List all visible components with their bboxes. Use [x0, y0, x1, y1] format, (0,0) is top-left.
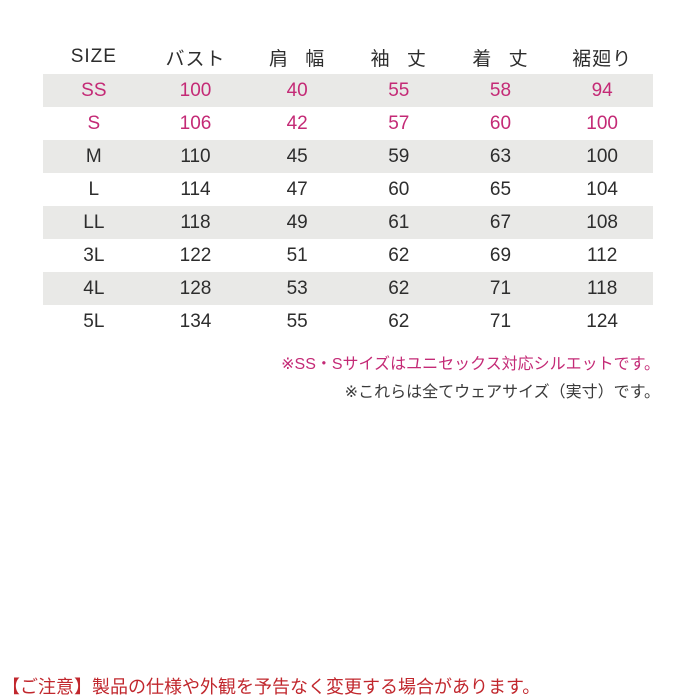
caution-text: 【ご注意】製品の仕様や外観を予告なく変更する場合があります。 [2, 677, 541, 697]
cell-value: 67 [489, 211, 512, 233]
cell-value: 51 [286, 244, 308, 266]
cell-value: 110 [180, 145, 211, 167]
table-row-s: S 106 42 57 60 100 [43, 107, 653, 140]
cell-value: 62 [388, 244, 410, 266]
table-row-4l: 4L 128 53 62 71 118 [43, 272, 653, 305]
col-header-hem: 裾廻り [572, 48, 633, 70]
cell-value: 55 [388, 79, 410, 101]
size-notes: ※SS・Sサイズはユニセックス対応シルエットです。 ※これらは全てウェアサイズ（… [281, 351, 660, 407]
cell-value: 45 [286, 145, 308, 167]
col-header-bust: バスト [165, 48, 226, 70]
cell-value: 58 [489, 79, 512, 101]
cell-size: 3L [83, 244, 105, 266]
cell-value: 62 [388, 277, 410, 299]
cell-value: 124 [586, 310, 618, 332]
cell-value: 100 [586, 112, 618, 134]
cell-size: M [85, 145, 102, 167]
cell-value: 71 [489, 277, 512, 299]
cell-value: 57 [388, 112, 410, 134]
cell-value: 61 [388, 211, 410, 233]
size-chart-table: SIZE バスト 肩 幅 袖 丈 着 丈 裾廻り SS 100 40 55 58… [43, 40, 653, 338]
note-unisex-silhouette: ※SS・Sサイズはユニセックス対応シルエットです。 [281, 356, 660, 373]
col-header-sleeve: 袖 丈 [370, 48, 427, 70]
cell-value: 69 [489, 244, 512, 266]
cell-value: 128 [179, 277, 212, 299]
col-header-size: SIZE [70, 46, 117, 67]
cell-value: 40 [286, 79, 308, 101]
header-row: SIZE バスト 肩 幅 袖 丈 着 丈 裾廻り [43, 40, 653, 74]
cell-size: 4L [83, 277, 105, 299]
note-wear-size: ※これらは全てウェアサイズ（実寸）です。 [344, 384, 660, 401]
cell-value: 122 [179, 244, 212, 266]
cell-value: 71 [489, 310, 512, 332]
cell-value: 106 [179, 112, 212, 134]
cell-value: 59 [388, 145, 410, 167]
cell-size: 5L [83, 310, 105, 332]
cell-value: 114 [180, 178, 211, 200]
cell-value: 62 [388, 310, 410, 332]
cell-value: 112 [586, 244, 618, 266]
cell-value: 118 [180, 211, 211, 233]
col-header-shoulder: 肩 幅 [269, 48, 326, 70]
cell-value: 65 [489, 178, 512, 200]
cell-size: S [87, 112, 101, 134]
table-header: SIZE バスト 肩 幅 袖 丈 着 丈 裾廻り [43, 40, 653, 74]
cell-value: 100 [179, 79, 212, 101]
cell-value: 94 [591, 79, 613, 101]
cell-value: 42 [286, 112, 308, 134]
table-row-ss: SS 100 40 55 58 94 [43, 74, 653, 107]
cell-value: 55 [286, 310, 308, 332]
table-row-ll: LL 118 49 61 67 108 [43, 206, 653, 239]
cell-value: 104 [586, 178, 618, 200]
col-header-length: 着 丈 [472, 48, 529, 70]
cell-value: 118 [586, 277, 618, 299]
cell-size: LL [83, 211, 105, 233]
table-row-m: M 110 45 59 63 100 [43, 140, 653, 173]
table-row-5l: 5L 134 55 62 71 124 [43, 305, 653, 338]
cell-value: 63 [489, 145, 512, 167]
cell-value: 49 [286, 211, 308, 233]
cell-value: 108 [586, 211, 618, 233]
cell-value: 100 [586, 145, 618, 167]
cell-value: 134 [179, 310, 212, 332]
cell-value: 60 [388, 178, 410, 200]
cell-size: SS [81, 79, 107, 101]
cell-value: 53 [286, 277, 308, 299]
cell-size: L [88, 178, 100, 200]
cell-value: 47 [286, 178, 308, 200]
cell-value: 60 [489, 112, 512, 134]
table-row-l: L 114 47 60 65 104 [43, 173, 653, 206]
table-row-3l: 3L 122 51 62 69 112 [43, 239, 653, 272]
